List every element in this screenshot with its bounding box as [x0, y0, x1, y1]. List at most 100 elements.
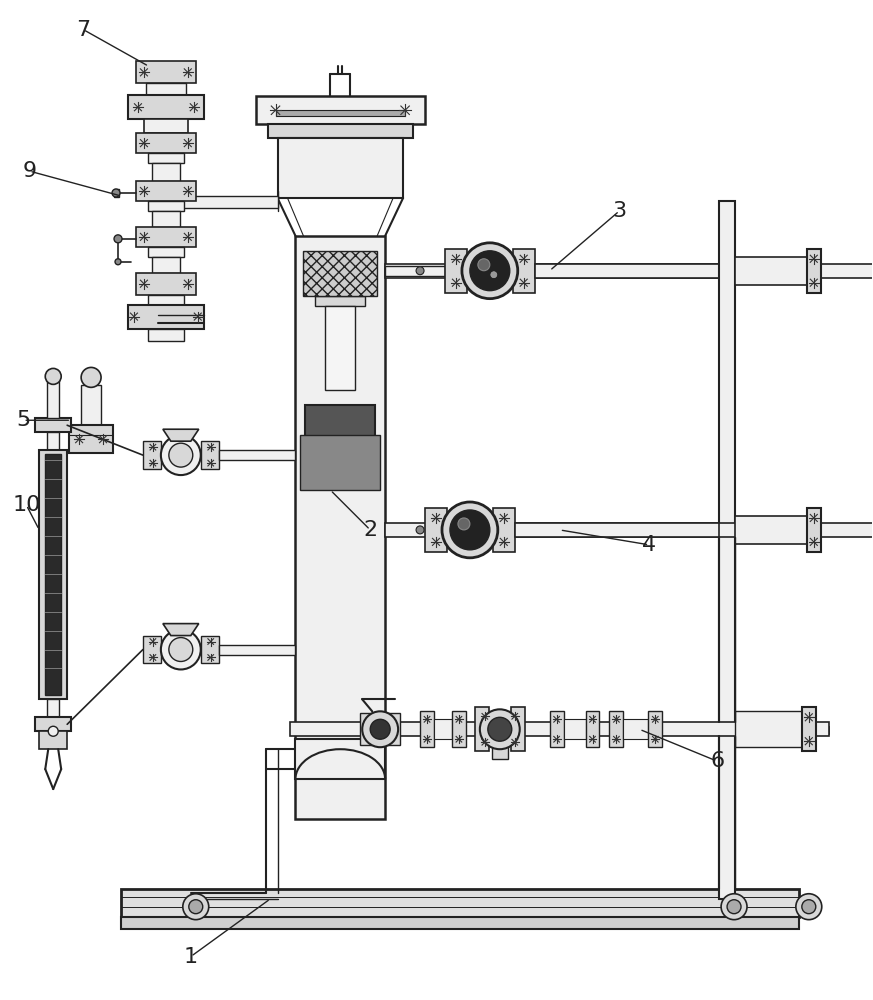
Circle shape — [470, 251, 510, 291]
Bar — [452, 711, 466, 747]
Bar — [276, 110, 405, 116]
Bar — [81, 385, 101, 425]
Bar — [295, 236, 385, 819]
Text: 9: 9 — [22, 161, 37, 181]
Bar — [807, 249, 821, 293]
Bar — [152, 211, 180, 227]
Bar — [390, 267, 873, 275]
Text: 3: 3 — [612, 201, 627, 221]
Bar — [295, 739, 385, 779]
Circle shape — [416, 267, 424, 275]
Polygon shape — [163, 624, 199, 636]
Bar — [148, 247, 184, 257]
Bar — [719, 201, 735, 899]
Bar — [491, 741, 508, 759]
Polygon shape — [163, 429, 199, 441]
Circle shape — [45, 368, 61, 384]
Bar — [534, 264, 719, 278]
Bar — [586, 711, 600, 747]
Bar — [256, 96, 425, 124]
Bar — [425, 508, 447, 552]
Text: 10: 10 — [12, 495, 40, 515]
Bar — [47, 380, 59, 418]
Bar — [144, 119, 188, 133]
Bar — [219, 645, 295, 655]
Bar — [735, 516, 810, 544]
Bar — [136, 227, 196, 247]
Bar — [143, 441, 161, 469]
Bar — [45, 454, 61, 695]
Circle shape — [442, 502, 498, 558]
Bar — [300, 435, 380, 490]
Text: 5: 5 — [17, 410, 31, 430]
Bar — [121, 889, 799, 917]
Bar — [121, 917, 799, 929]
Bar — [114, 189, 119, 197]
Bar — [564, 719, 586, 739]
Circle shape — [370, 719, 390, 739]
Circle shape — [161, 630, 201, 669]
Bar — [475, 707, 489, 751]
Bar — [609, 711, 623, 747]
Bar — [136, 181, 196, 201]
Bar — [156, 196, 278, 208]
Bar — [735, 711, 805, 747]
Circle shape — [416, 526, 424, 534]
Bar — [69, 425, 113, 453]
Circle shape — [727, 900, 741, 914]
Bar — [136, 133, 196, 153]
Bar — [47, 699, 59, 717]
Bar — [148, 329, 184, 341]
Bar — [801, 707, 815, 751]
Bar — [136, 61, 196, 83]
Bar — [385, 523, 873, 537]
Bar — [807, 508, 821, 552]
Bar — [291, 722, 828, 736]
Bar — [723, 206, 731, 894]
Bar — [515, 523, 719, 537]
Bar — [201, 636, 219, 663]
Bar — [148, 153, 184, 163]
Bar — [156, 193, 161, 211]
Bar — [146, 83, 186, 95]
Circle shape — [115, 259, 121, 265]
Bar — [219, 450, 295, 460]
Bar — [128, 95, 203, 119]
Circle shape — [488, 717, 512, 741]
Circle shape — [480, 709, 519, 749]
Circle shape — [462, 243, 518, 299]
Bar — [39, 731, 67, 749]
Circle shape — [168, 638, 193, 661]
Bar — [39, 450, 67, 699]
Circle shape — [450, 510, 490, 550]
Bar — [511, 707, 525, 751]
Circle shape — [478, 259, 490, 271]
Text: 6: 6 — [710, 751, 725, 771]
Bar — [315, 296, 365, 306]
Bar — [278, 138, 403, 198]
Circle shape — [81, 367, 101, 387]
Circle shape — [114, 235, 122, 243]
Bar — [306, 405, 375, 440]
Circle shape — [491, 272, 497, 278]
Bar — [267, 124, 413, 138]
Bar — [148, 201, 184, 211]
Circle shape — [801, 900, 815, 914]
Bar — [649, 711, 663, 747]
Text: 7: 7 — [76, 20, 90, 40]
Bar — [35, 418, 72, 432]
Bar — [201, 441, 219, 469]
Circle shape — [189, 900, 203, 914]
Bar — [361, 713, 372, 745]
Bar — [304, 251, 377, 296]
Bar — [512, 249, 534, 293]
Bar — [152, 163, 180, 181]
Circle shape — [48, 726, 58, 736]
Text: 4: 4 — [643, 535, 656, 555]
Bar — [47, 432, 59, 450]
Bar — [304, 241, 377, 784]
Bar — [385, 264, 873, 278]
Bar — [136, 273, 196, 295]
Text: 1: 1 — [183, 947, 198, 967]
Circle shape — [362, 711, 398, 747]
